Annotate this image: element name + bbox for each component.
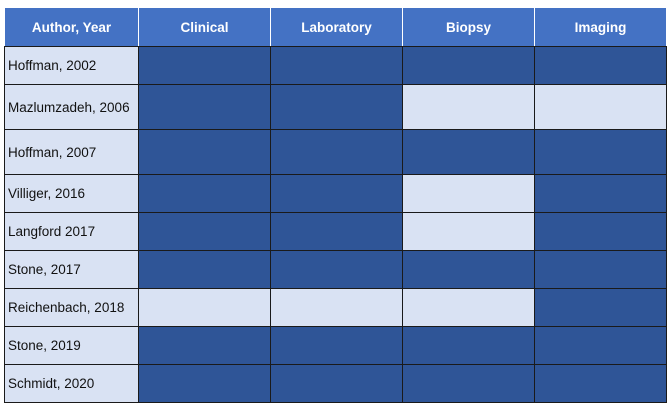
biopsy-cell (402, 174, 535, 213)
table-row: Villiger, 2016 (4, 174, 667, 213)
header-row: Author, Year Clinical Laboratory Biopsy … (4, 7, 667, 47)
header-author-year: Author, Year (4, 7, 139, 47)
laboratory-cell (270, 326, 403, 365)
imaging-cell (534, 364, 667, 403)
table-row: Stone, 2019 (4, 326, 667, 365)
imaging-cell (534, 84, 667, 130)
biopsy-cell (402, 212, 535, 251)
clinical-cell (138, 84, 271, 130)
biopsy-cell (402, 250, 535, 289)
study-criteria-table: Author, Year Clinical Laboratory Biopsy … (4, 7, 667, 403)
author-cell: Schmidt, 2020 (4, 364, 139, 403)
biopsy-cell (402, 84, 535, 130)
table-row: Stone, 2017 (4, 250, 667, 289)
imaging-cell (534, 46, 667, 85)
header-laboratory: Laboratory (270, 7, 403, 47)
author-cell: Langford 2017 (4, 212, 139, 251)
table-header: Author, Year Clinical Laboratory Biopsy … (4, 7, 667, 47)
author-cell: Hoffman, 2002 (4, 46, 139, 85)
imaging-cell (534, 326, 667, 365)
clinical-cell (138, 288, 271, 327)
imaging-cell (534, 212, 667, 251)
laboratory-cell (270, 364, 403, 403)
biopsy-cell (402, 326, 535, 365)
table-row: Reichenbach, 2018 (4, 288, 667, 327)
table-body: Hoffman, 2002 Mazlumzadeh, 2006 Hoffman,… (4, 46, 667, 403)
laboratory-cell (270, 250, 403, 289)
clinical-cell (138, 326, 271, 365)
laboratory-cell (270, 84, 403, 130)
biopsy-cell (402, 46, 535, 85)
clinical-cell (138, 174, 271, 213)
table-row: Langford 2017 (4, 212, 667, 251)
author-cell: Stone, 2019 (4, 326, 139, 365)
header-biopsy: Biopsy (402, 7, 535, 47)
biopsy-cell (402, 288, 535, 327)
table-row: Hoffman, 2007 (4, 129, 667, 175)
imaging-cell (534, 250, 667, 289)
header-imaging: Imaging (534, 7, 667, 47)
table-row: Mazlumzadeh, 2006 (4, 84, 667, 130)
table-row: Hoffman, 2002 (4, 46, 667, 85)
laboratory-cell (270, 129, 403, 175)
biopsy-cell (402, 129, 535, 175)
author-cell: Stone, 2017 (4, 250, 139, 289)
table-row: Schmidt, 2020 (4, 364, 667, 403)
author-cell: Reichenbach, 2018 (4, 288, 139, 327)
imaging-cell (534, 129, 667, 175)
author-cell: Mazlumzadeh, 2006 (4, 84, 139, 130)
clinical-cell (138, 250, 271, 289)
clinical-cell (138, 46, 271, 85)
laboratory-cell (270, 288, 403, 327)
imaging-cell (534, 288, 667, 327)
laboratory-cell (270, 212, 403, 251)
biopsy-cell (402, 364, 535, 403)
author-cell: Hoffman, 2007 (4, 129, 139, 175)
header-clinical: Clinical (138, 7, 271, 47)
author-cell: Villiger, 2016 (4, 174, 139, 213)
clinical-cell (138, 129, 271, 175)
imaging-cell (534, 174, 667, 213)
clinical-cell (138, 212, 271, 251)
laboratory-cell (270, 174, 403, 213)
study-criteria-table-container: Author, Year Clinical Laboratory Biopsy … (4, 7, 667, 403)
clinical-cell (138, 364, 271, 403)
laboratory-cell (270, 46, 403, 85)
